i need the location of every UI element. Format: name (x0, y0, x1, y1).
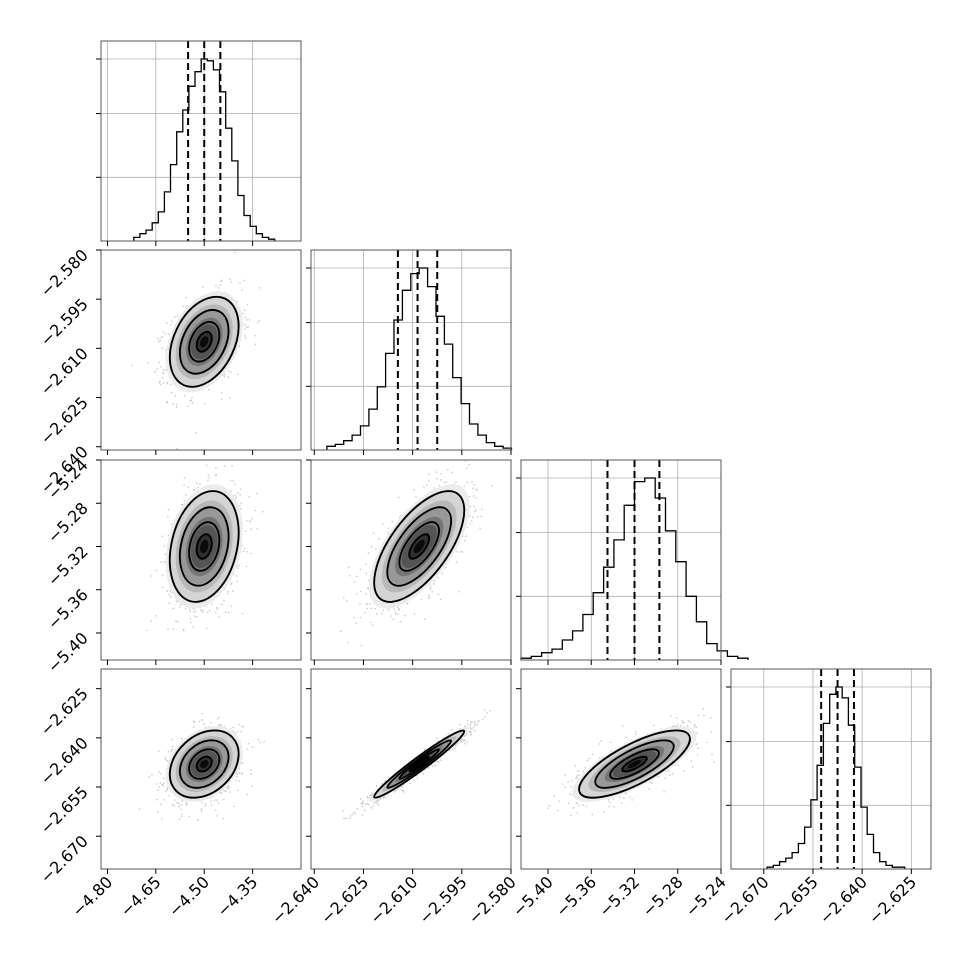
y-tick-label: −2.625 (37, 393, 92, 448)
density-shading (572, 726, 697, 802)
x-tick-label: −5.36 (552, 872, 600, 920)
contour-2 (386, 739, 452, 789)
contour-3 (609, 748, 660, 780)
scatter-panel-2-3 (310, 459, 512, 661)
contour-1 (168, 729, 240, 799)
contour-2 (178, 308, 230, 375)
panel-frame (520, 459, 722, 661)
x-tick-label: −2.625 (317, 872, 372, 927)
scatter-panel-1-3 (100, 459, 302, 661)
contour-4 (408, 533, 431, 560)
y-tick-label: −2.610 (37, 344, 92, 399)
contour-4 (195, 755, 213, 773)
y-tick-label: −5.36 (44, 585, 92, 633)
panel-frame (100, 249, 302, 451)
contour-1 (373, 490, 466, 603)
y-tick-label: −5.32 (44, 542, 92, 590)
x-tick-label: −2.640 (268, 872, 323, 927)
scatter-panel-1-4 (100, 668, 302, 870)
density-level-8 (413, 539, 425, 554)
contour-2 (178, 739, 230, 789)
contour-3 (398, 521, 440, 572)
y-tick-label: −5.28 (44, 499, 92, 547)
panel-frame (730, 668, 932, 870)
x-tick-label: −5.28 (639, 872, 687, 920)
x-tick-label: −4.35 (213, 872, 261, 920)
panel-frame (310, 249, 512, 451)
histogram-panel-2 (306, 249, 513, 451)
density-shading (368, 726, 470, 802)
histogram-step (766, 686, 906, 869)
x-tick-label: −2.640 (816, 872, 871, 927)
scatter-panel-3-4 (520, 668, 722, 870)
x-tick-label: −2.610 (366, 872, 421, 927)
density-level-8 (200, 759, 209, 769)
histogram-panel-1 (96, 40, 302, 242)
y-tick-label: −2.595 (37, 295, 92, 350)
panel-background (731, 669, 931, 869)
density-level-8 (413, 759, 425, 769)
x-tick-label: −2.625 (865, 872, 920, 927)
x-tick-label: −2.655 (767, 872, 822, 927)
scatter-panel-2-4 (310, 668, 512, 870)
density-level-8 (200, 539, 209, 554)
contour-4 (408, 755, 431, 773)
y-tick-label: −2.655 (37, 782, 92, 837)
contour-1 (578, 729, 691, 799)
contour-3 (188, 748, 221, 780)
x-tick-label: −2.595 (415, 872, 470, 927)
panel-background (521, 460, 721, 660)
density-shading (368, 484, 470, 609)
contour-1 (168, 295, 240, 388)
x-tick-label: −4.80 (68, 872, 116, 920)
contour-4 (195, 330, 213, 353)
histogram-step (326, 267, 513, 450)
contour-4 (621, 755, 648, 773)
histogram-panel-4 (726, 668, 932, 870)
contour-3 (398, 748, 440, 780)
panel-frame (520, 668, 722, 870)
panel-frame (100, 459, 302, 661)
panel-frame (310, 459, 512, 661)
contour-1 (168, 490, 240, 603)
contour-2 (178, 506, 230, 587)
density-shading (165, 726, 243, 802)
density-level-8 (627, 759, 642, 769)
contour-3 (188, 521, 221, 572)
x-tick-label: −2.670 (717, 872, 772, 927)
density-shading (165, 291, 243, 393)
x-tick-label: −5.32 (595, 872, 643, 920)
y-tick-label: −2.625 (37, 684, 92, 739)
contour-1 (373, 729, 466, 799)
density-level-8 (200, 336, 209, 348)
x-tick-label: −2.580 (465, 872, 520, 927)
x-tick-label: −5.40 (509, 872, 557, 920)
histogram-panel-3 (516, 459, 749, 661)
y-tick-label: −5.40 (44, 628, 92, 676)
panel-frame (100, 668, 302, 870)
density-shading (165, 484, 243, 609)
panel-background (101, 41, 301, 241)
x-tick-label: −4.65 (117, 872, 165, 920)
contour-2 (386, 506, 453, 587)
y-tick-label: −2.670 (37, 832, 92, 887)
contour-3 (188, 321, 221, 363)
scatter-panel-1-2 (100, 249, 302, 451)
panel-frame (100, 40, 302, 242)
y-tick-label: −2.640 (37, 733, 92, 788)
contour-2 (594, 739, 675, 789)
panel-frame (310, 668, 512, 870)
x-tick-label: −4.50 (165, 872, 213, 920)
y-tick-label: −2.580 (37, 245, 92, 300)
contour-4 (195, 533, 213, 560)
